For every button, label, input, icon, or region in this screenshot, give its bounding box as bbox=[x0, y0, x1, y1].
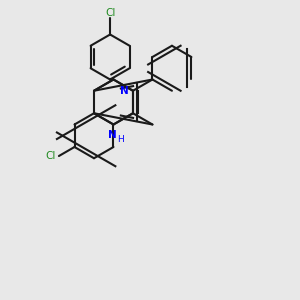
Text: Cl: Cl bbox=[105, 8, 115, 18]
Text: N: N bbox=[120, 86, 128, 96]
Text: H: H bbox=[118, 135, 124, 144]
Text: Cl: Cl bbox=[46, 151, 56, 161]
Text: N: N bbox=[108, 130, 116, 140]
